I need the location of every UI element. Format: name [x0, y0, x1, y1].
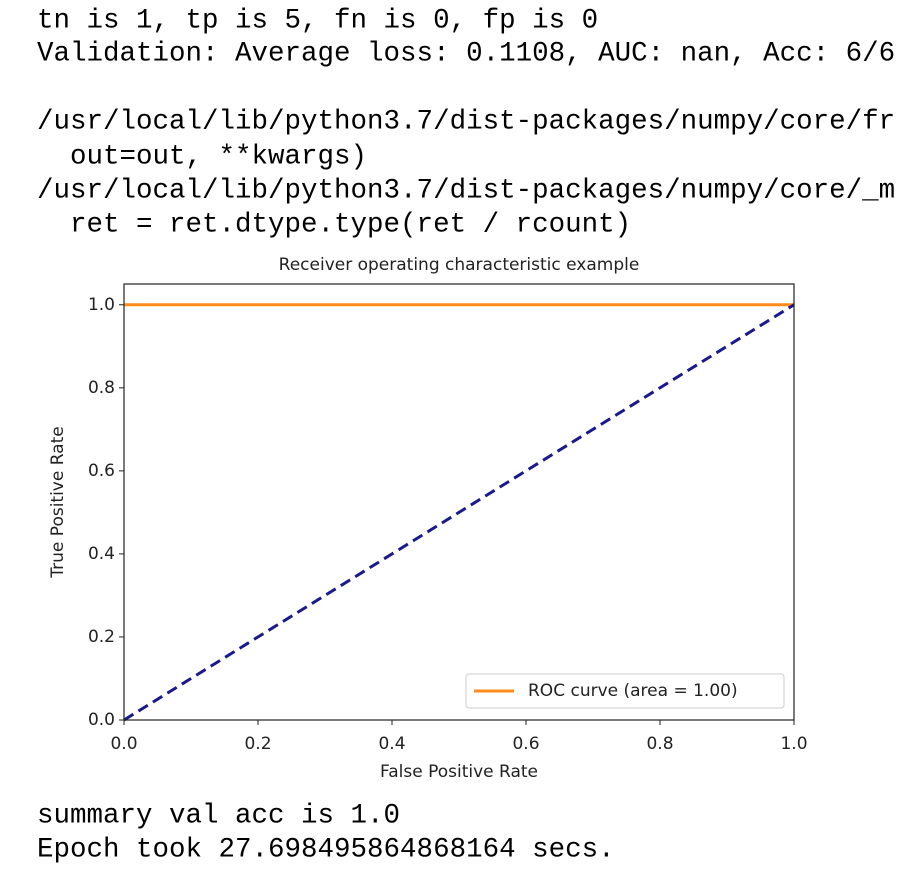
x-tick-label: 1.0	[780, 734, 807, 754]
x-axis-label: False Positive Rate	[380, 762, 538, 782]
series-line	[123, 303, 795, 722]
console-line: Validation: Average loss: 0.1108, AUC: n…	[37, 38, 895, 69]
y-tick-label: 0.0	[88, 710, 115, 730]
x-tick-label: 0.4	[378, 734, 405, 754]
y-tick-label: 1.0	[88, 295, 115, 315]
plot-frame	[123, 283, 795, 721]
y-axis-label: True Positive Rate	[48, 426, 68, 578]
x-tick-label: 0.8	[646, 734, 673, 754]
console-line: /usr/local/lib/python3.7/dist-packages/n…	[37, 106, 895, 137]
x-tick-label: 0.2	[244, 734, 271, 754]
y-tick-label: 0.2	[88, 627, 115, 647]
y-tick-label: 0.6	[88, 461, 115, 481]
x-tick-label: 0.6	[512, 734, 539, 754]
console-line: ret = ret.dtype.type(ret / rcount)	[37, 209, 631, 240]
y-tick-label: 0.4	[88, 544, 115, 564]
console-line: out=out, **kwargs)	[37, 141, 367, 172]
console-line: tn is 1, tp is 5, fn is 0, fp is 0	[37, 5, 598, 36]
legend-box	[465, 673, 785, 709]
console-line: Epoch took 27.698495864868164 secs.	[37, 834, 615, 865]
console-line: summary val acc is 1.0	[37, 800, 400, 831]
y-tick-label: 0.8	[88, 378, 115, 398]
legend-label: ROC curve (area = 1.00)	[528, 681, 738, 701]
chart-title: Receiver operating characteristic exampl…	[279, 255, 640, 275]
x-tick-label: 0.0	[110, 734, 137, 754]
console-line: /usr/local/lib/python3.7/dist-packages/n…	[37, 175, 895, 206]
